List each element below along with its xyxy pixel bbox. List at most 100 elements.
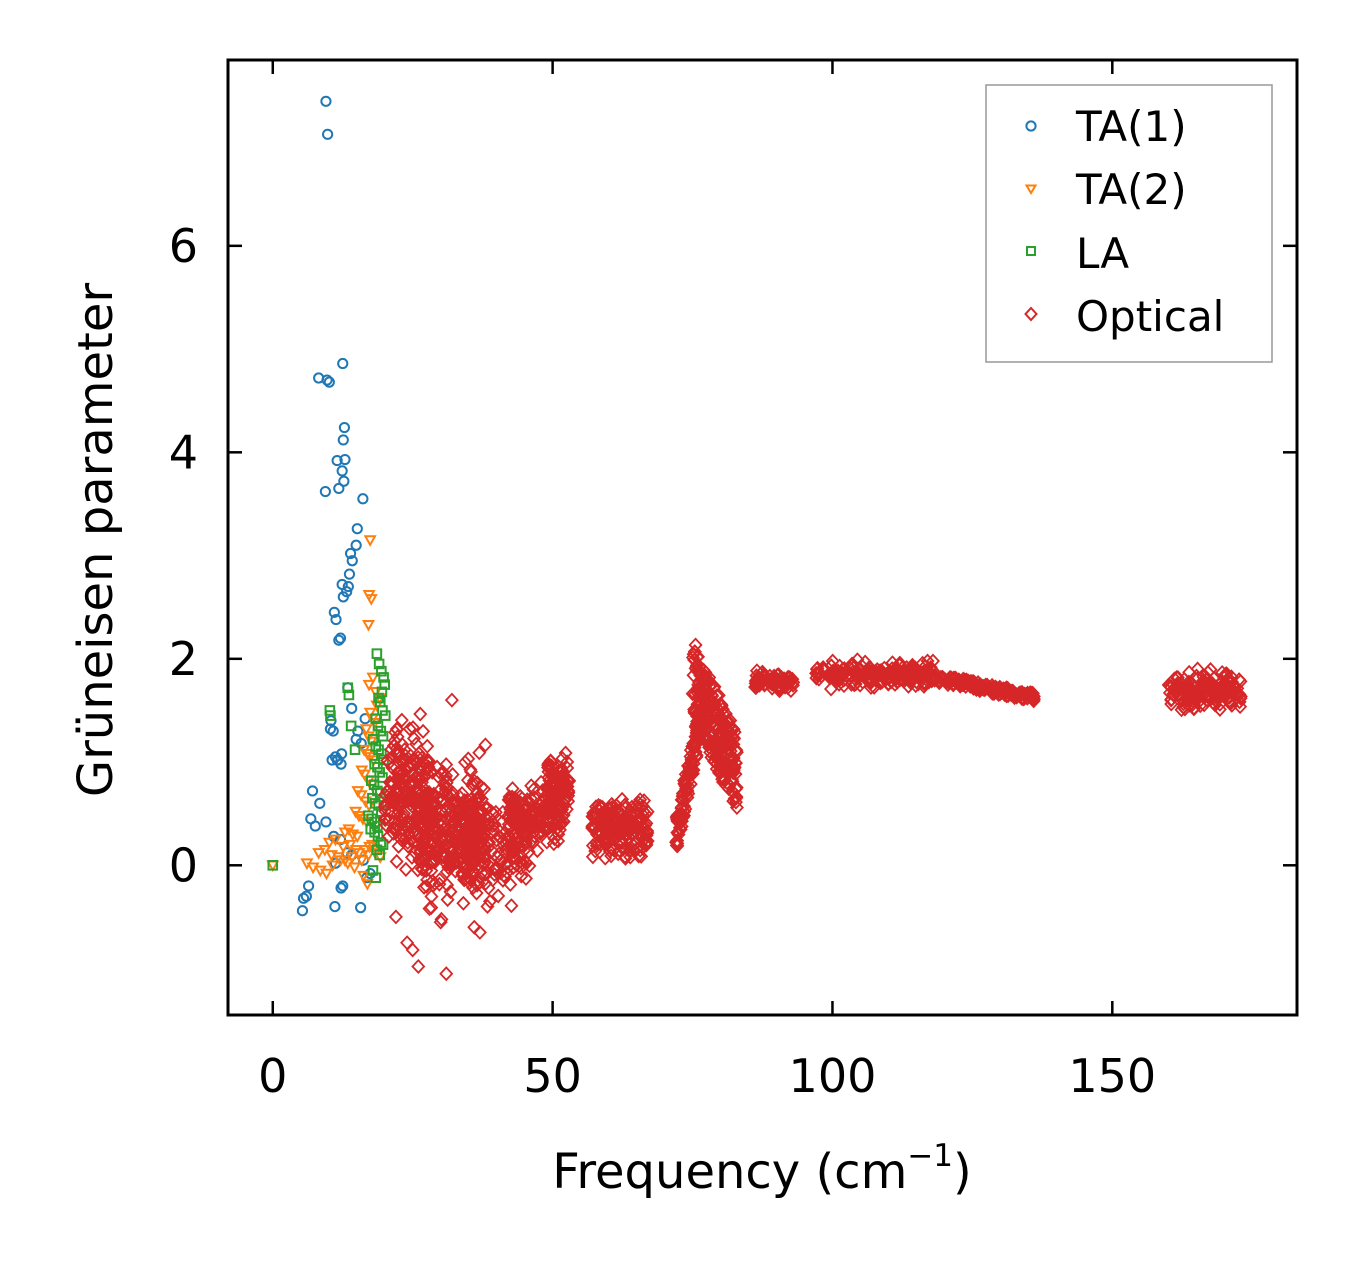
la-point: [376, 748, 387, 760]
optical-point: [516, 826, 531, 842]
optical-point: [434, 911, 449, 927]
optical-point: [427, 855, 442, 871]
optical-point: [385, 775, 400, 791]
optical-point: [467, 797, 482, 813]
ta-1-point: [344, 547, 357, 560]
optical-point: [718, 706, 733, 722]
optical-point: [957, 672, 972, 688]
optical-point: [1161, 677, 1176, 693]
optical-point: [621, 815, 636, 831]
la-point: [366, 813, 378, 825]
optical-point: [438, 768, 454, 784]
optical-point: [417, 818, 432, 834]
optical-point: [433, 824, 449, 840]
ta-1-point: [336, 465, 348, 477]
optical-point: [468, 843, 483, 859]
optical-point: [701, 736, 716, 752]
optical-point: [417, 879, 432, 895]
optical-point: [939, 674, 954, 690]
optical-point: [541, 805, 556, 821]
y-axis-label: Grüneisen parameter: [68, 283, 124, 798]
ta-1-point: [355, 902, 367, 914]
optical-point: [519, 855, 534, 871]
optical-point: [541, 764, 556, 780]
optical-point: [505, 781, 520, 797]
optical-point: [433, 914, 448, 930]
la-point: [379, 679, 391, 690]
ta-2-point: [326, 860, 340, 873]
y-tick-label: 4: [169, 425, 198, 479]
optical-point: [561, 785, 576, 801]
optical-point: [555, 763, 570, 779]
ta-1-point: [331, 454, 343, 467]
optical-point: [387, 733, 402, 749]
la-point: [373, 658, 385, 670]
optical-point: [487, 861, 502, 877]
optical-point: [888, 662, 903, 678]
optical-point: [613, 802, 628, 818]
ta-1-point: [342, 580, 354, 593]
optical-point: [726, 736, 741, 752]
optical-point: [721, 764, 736, 780]
ta-1-point: [350, 539, 362, 551]
optical-point: [907, 668, 922, 684]
legend: TA(1) TA(2) LA Optical: [985, 84, 1273, 363]
optical-point: [674, 799, 689, 815]
optical-point: [591, 822, 606, 838]
optical-point: [729, 742, 744, 758]
optical-point: [482, 835, 497, 851]
optical-point: [525, 802, 540, 818]
optical-point: [480, 898, 495, 914]
legend-ta1-label: TA(1): [1075, 102, 1187, 151]
optical-point: [728, 755, 743, 771]
optical-point: [748, 680, 764, 696]
optical-point: [677, 776, 692, 793]
optical-point: [420, 786, 435, 802]
optical-point: [451, 803, 466, 819]
la-point: [373, 800, 384, 811]
optical-point: [700, 682, 715, 698]
optical-point: [471, 810, 486, 826]
optical-point: [439, 856, 454, 872]
optical-point: [864, 663, 879, 679]
optical-point: [927, 672, 942, 688]
ta-1-point: [302, 880, 315, 892]
optical-point: [670, 810, 685, 826]
optical-point: [546, 767, 561, 783]
optical-point: [617, 800, 633, 816]
optical-point: [504, 898, 519, 914]
ta-1-point: [296, 905, 309, 917]
optical-point: [518, 870, 533, 887]
optical-point: [499, 856, 514, 872]
optical-point: [589, 799, 604, 815]
la-point: [371, 648, 383, 659]
optical-point: [470, 791, 485, 807]
optical-point: [403, 819, 418, 835]
optical-point: [719, 778, 734, 794]
optical-point: [1233, 689, 1248, 705]
optical-point: [679, 781, 694, 797]
optical-point: [1221, 674, 1236, 690]
optical-point: [587, 820, 602, 836]
optical-point: [506, 850, 521, 866]
optical-point: [553, 803, 568, 819]
optical-point: [430, 837, 445, 853]
optical-point: [456, 895, 471, 911]
optical-point: [786, 674, 801, 690]
optical-point: [520, 814, 535, 830]
optical-point: [507, 808, 522, 824]
optical-point: [415, 851, 430, 867]
optical-point: [411, 830, 426, 846]
optical-point: [674, 813, 689, 829]
optical-point: [617, 815, 632, 831]
points-layer: [266, 95, 1248, 982]
optical-point: [551, 826, 566, 842]
optical-point: [685, 649, 700, 666]
optical-point: [413, 706, 428, 722]
optical-point: [422, 807, 437, 823]
optical-point: [925, 653, 941, 669]
optical-point: [438, 781, 453, 797]
optical-point: [445, 788, 460, 804]
optical-point: [469, 885, 484, 901]
